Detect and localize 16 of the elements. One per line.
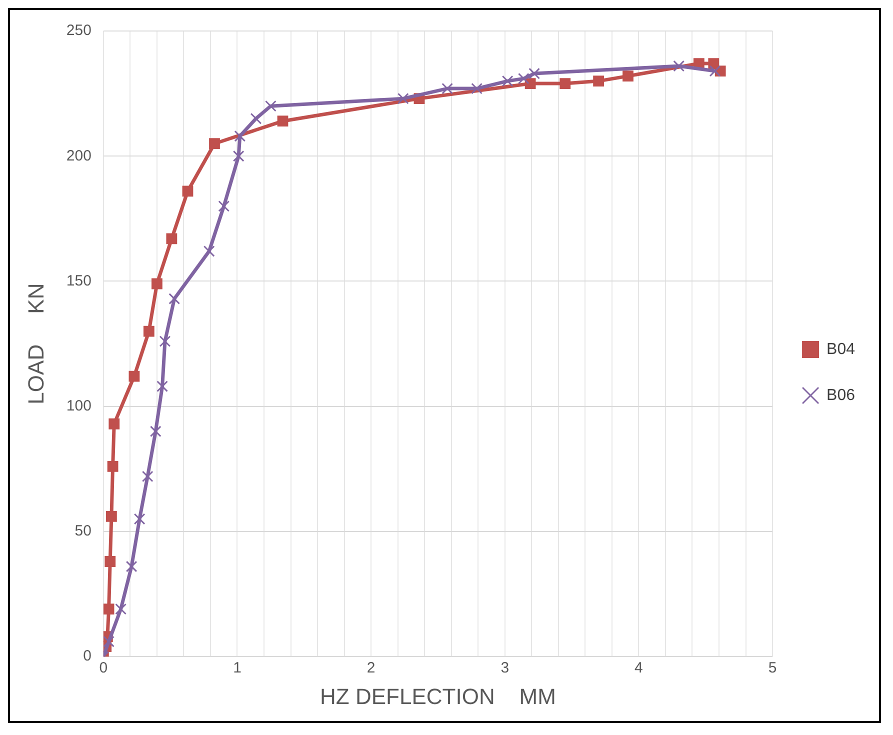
y-axis-title: LOAD KN <box>23 283 48 404</box>
legend-label: B06 <box>826 386 856 404</box>
legend-label: B04 <box>826 340 856 358</box>
x-tick-label: 0 <box>99 660 108 677</box>
x-tick-label: 4 <box>634 660 643 677</box>
y-tick-label: 100 <box>66 398 92 414</box>
x-tick-label: 1 <box>233 660 242 677</box>
y-tick-label: 150 <box>66 272 92 290</box>
y-tick-label: 250 <box>66 22 92 40</box>
y-tick-label: 50 <box>74 522 92 540</box>
y-tick-label: 200 <box>66 147 92 164</box>
x-tick-label: 3 <box>500 660 510 677</box>
x-axis-title: HZ DEFLECTION MM <box>320 684 556 709</box>
x-tick-label: 5 <box>768 660 777 677</box>
y-tick-label: 0 <box>83 648 92 665</box>
x-tick-label: 2 <box>366 660 376 677</box>
